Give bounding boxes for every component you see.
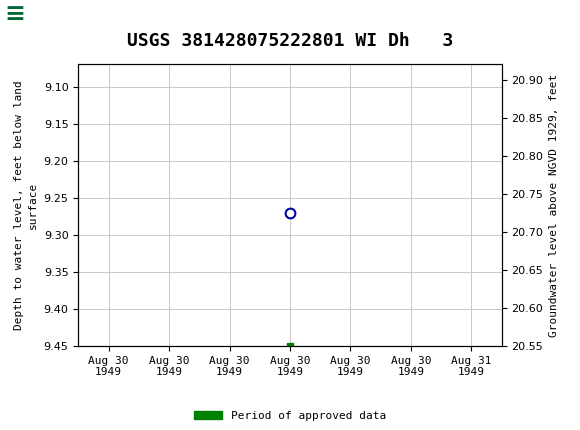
Legend: Period of approved data: Period of approved data [190, 406, 390, 425]
Text: ≡: ≡ [4, 2, 25, 26]
Y-axis label: Depth to water level, feet below land
surface: Depth to water level, feet below land su… [14, 80, 38, 330]
Y-axis label: Groundwater level above NGVD 1929, feet: Groundwater level above NGVD 1929, feet [549, 74, 559, 337]
FancyBboxPatch shape [5, 2, 57, 26]
Text: USGS 381428075222801 WI Dh   3: USGS 381428075222801 WI Dh 3 [127, 32, 453, 50]
Text: USGS: USGS [64, 5, 119, 23]
